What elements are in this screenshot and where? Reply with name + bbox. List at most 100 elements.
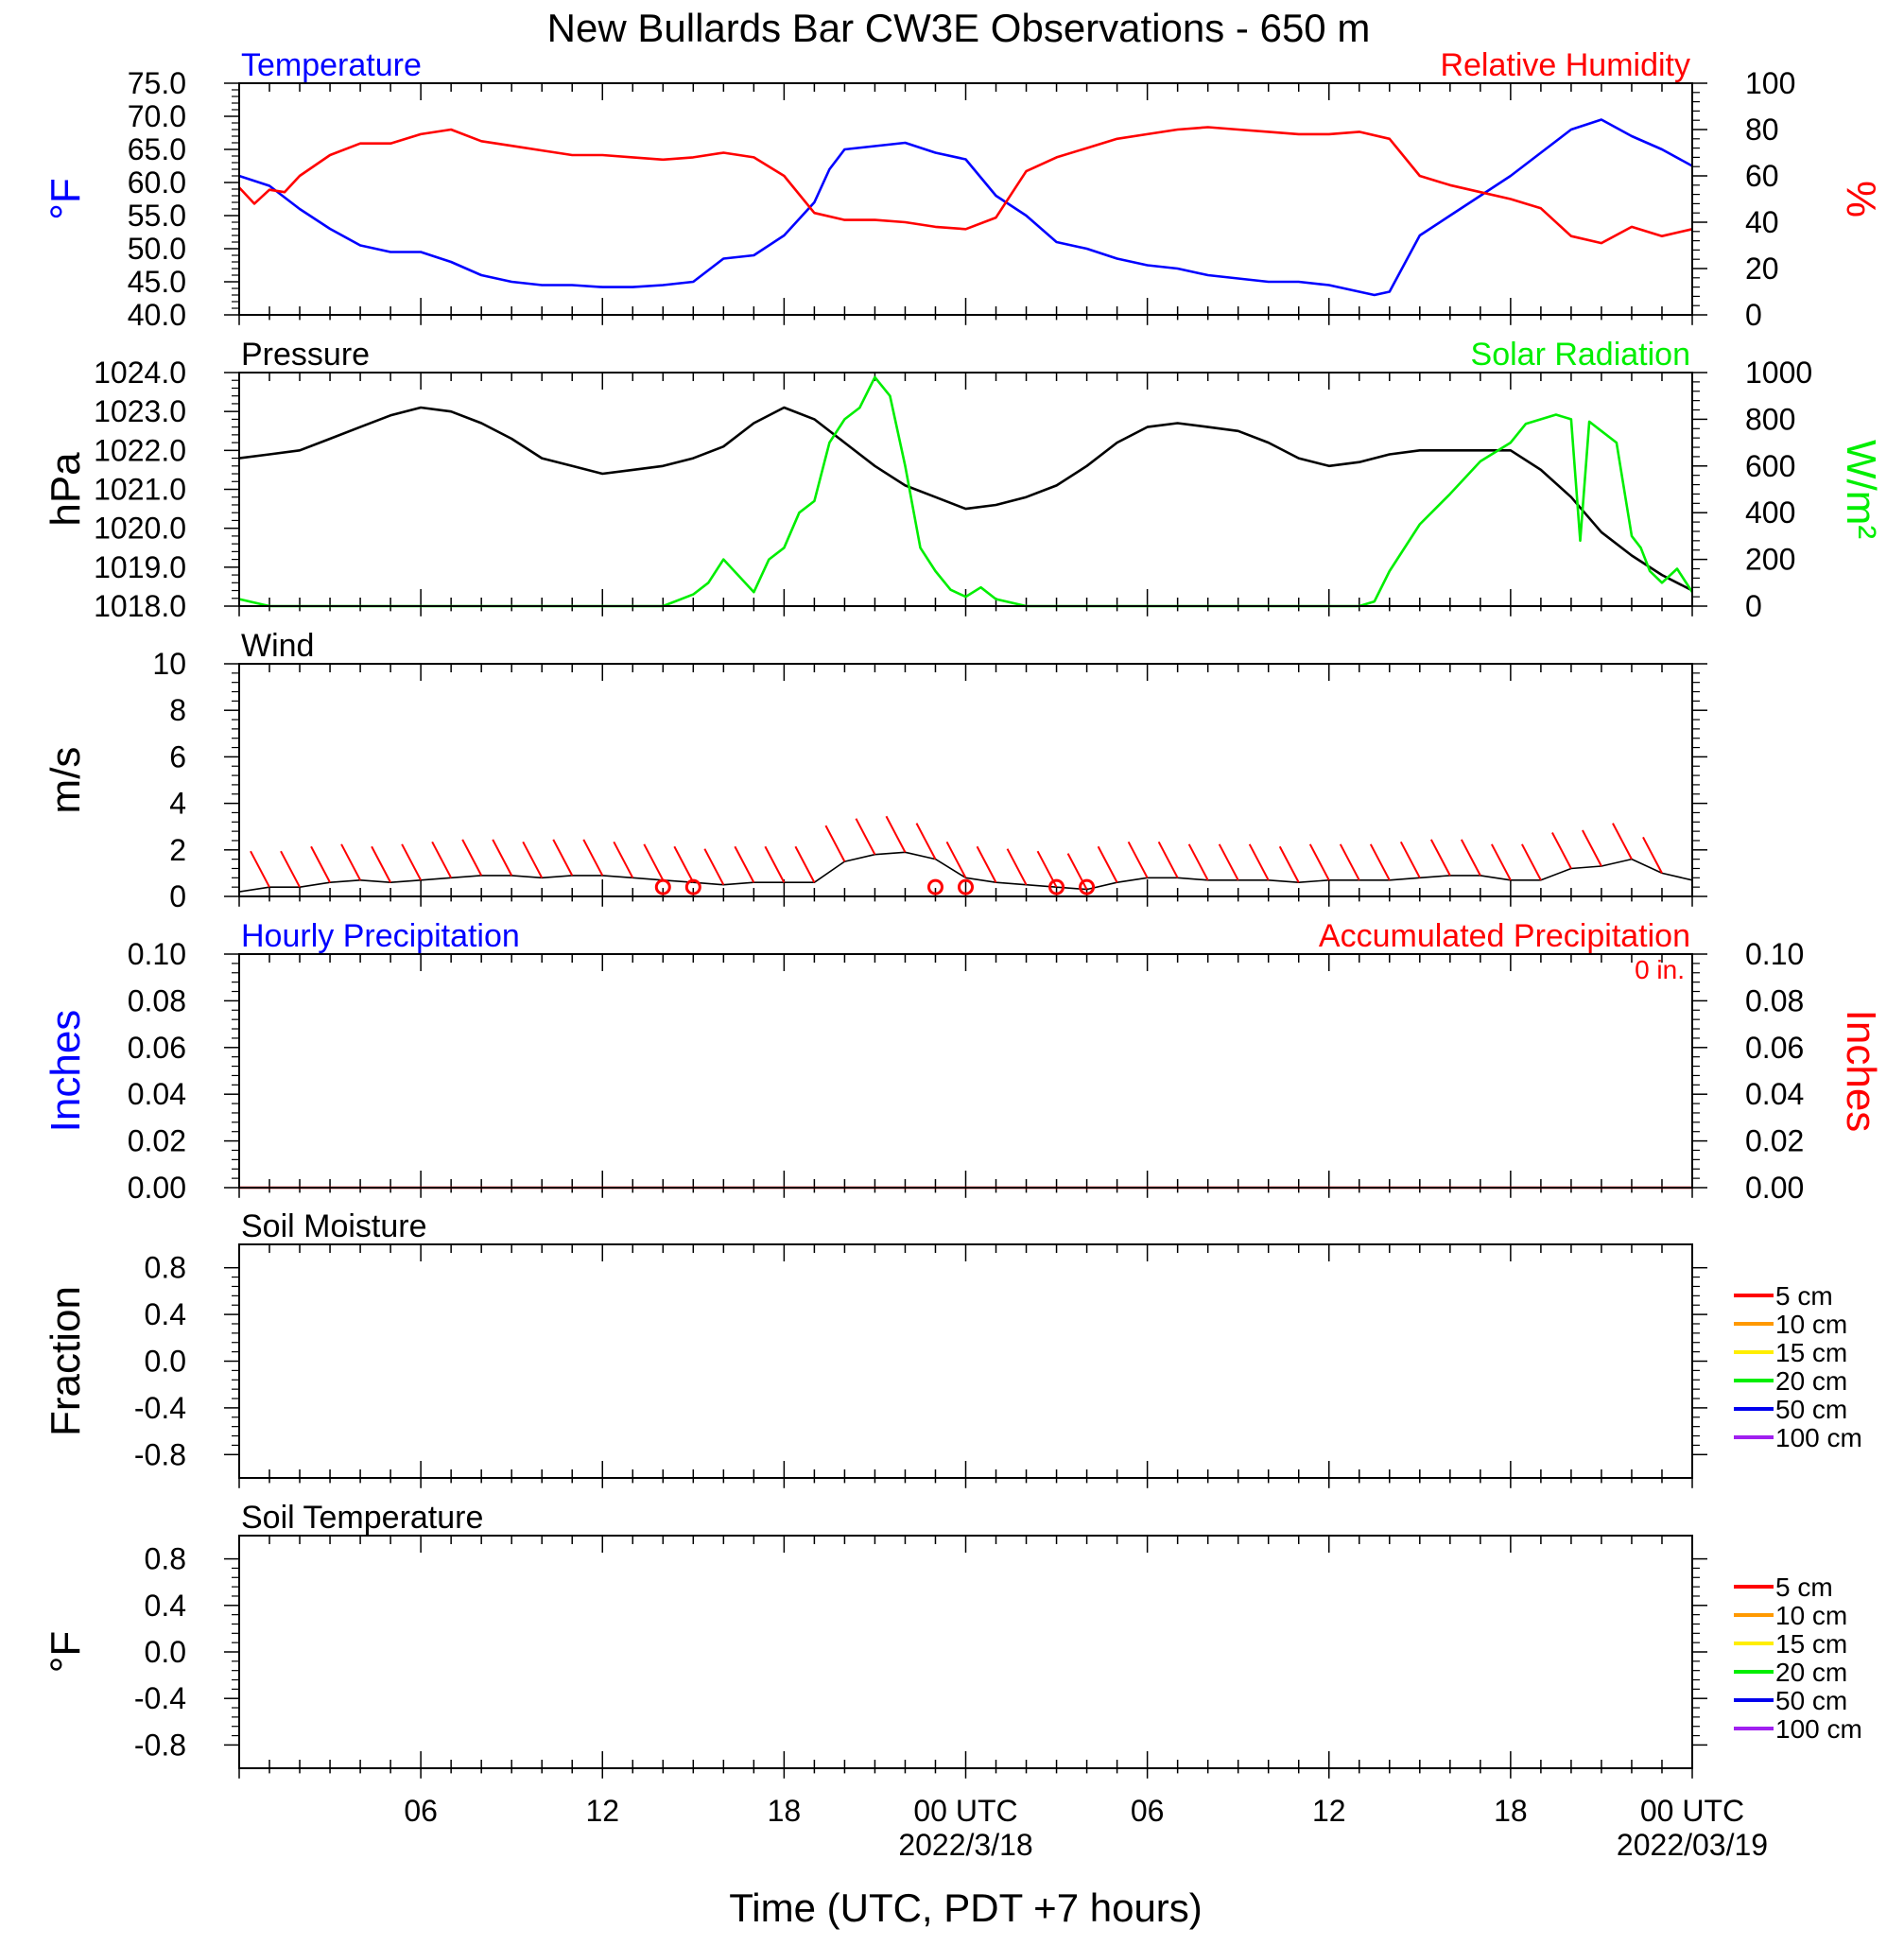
y-tick-label-left: 55.0 (128, 199, 186, 233)
calm-wind-marker (654, 878, 671, 895)
legend-label: 20 cm (1775, 1366, 1847, 1396)
wind-barb (492, 839, 513, 877)
wind-barb (1066, 853, 1088, 891)
panel-title-left: Pressure (241, 337, 370, 373)
y-tick-label-right: 800 (1745, 402, 1795, 436)
y-axis-title-left: m/s (43, 747, 89, 814)
wind-barb (1006, 848, 1028, 886)
calm-wind-marker (926, 878, 943, 895)
y-axis-title-right: W/m² (1838, 440, 1884, 539)
wind-barb (431, 841, 453, 878)
x-date-label: 2022/3/18 (898, 1828, 1032, 1862)
wind-barb (703, 848, 725, 886)
series-line-pressure (238, 406, 1693, 592)
panel-frame (238, 372, 1693, 607)
wind-barb (794, 845, 816, 883)
y-tick-label-right: 0.06 (1745, 1031, 1804, 1065)
y-tick-label-left: -0.8 (134, 1437, 186, 1471)
wind-barb (824, 825, 846, 862)
y-tick-label-left: 1020.0 (94, 512, 186, 546)
y-tick-label-right: 60 (1745, 159, 1779, 193)
y-tick-label-left: 6 (169, 739, 186, 773)
y-tick-label-left: 60.0 (128, 165, 186, 200)
panel-frame (238, 1243, 1693, 1479)
wind-barb (1339, 843, 1360, 881)
legend-label: 5 cm (1775, 1572, 1833, 1602)
legend-label: 50 cm (1775, 1395, 1847, 1424)
wind-barb (1582, 829, 1602, 867)
series-line-relative-humidity (238, 126, 1693, 245)
y-axis-title-left: Inches (43, 1010, 89, 1133)
y-tick-label-right: 40 (1745, 205, 1779, 239)
y-tick-label-left: 0.0 (145, 1635, 186, 1669)
y-tick-label-right: 0.08 (1745, 983, 1804, 1017)
wind-barb (552, 839, 574, 877)
panel-frame (238, 82, 1693, 316)
series-line-solar-radiation (238, 375, 1694, 608)
wind-barb (734, 845, 755, 883)
wind-barb (1127, 841, 1149, 878)
x-tick-label: 06 (1131, 1794, 1165, 1828)
y-tick-label-right: 400 (1745, 495, 1795, 530)
y-tick-label-right: 0 (1745, 589, 1762, 623)
y-axis-title-left: Fraction (43, 1286, 89, 1436)
x-tick-label: 06 (404, 1794, 438, 1828)
x-tick-label: 00 UTC (913, 1794, 1017, 1828)
calm-wind-marker (1048, 878, 1065, 895)
y-axis-title-left: °F (43, 178, 89, 219)
y-tick-label-left: 50.0 (128, 232, 186, 266)
panel-title-left: Soil Temperature (241, 1500, 483, 1536)
y-tick-label-left: 10 (152, 647, 186, 681)
y-tick-label-left: 70.0 (128, 99, 186, 133)
calm-wind-marker (1079, 878, 1096, 895)
y-tick-label-right: 0.00 (1745, 1171, 1804, 1205)
y-tick-label-left: 75.0 (128, 66, 186, 100)
x-axis-title: Time (UTC, PDT +7 hours) (729, 1885, 1203, 1930)
y-tick-label-left: 0.8 (145, 1251, 186, 1285)
wind-barb (1248, 843, 1270, 881)
wind-barb (976, 845, 997, 883)
panel-title-left: Soil Moisture (241, 1208, 427, 1244)
y-tick-label-left: 0.08 (128, 983, 186, 1017)
panel-title-left: Temperature (241, 47, 422, 83)
panel-title-left: Wind (241, 628, 314, 664)
y-tick-label-left: 0.00 (128, 1171, 186, 1205)
y-tick-label-left: -0.4 (134, 1681, 186, 1715)
accumulated-precip-value: 0 in. (1635, 955, 1685, 984)
y-tick-label-left: 1023.0 (94, 394, 186, 428)
wind-barb (855, 818, 876, 856)
legend-label: 15 cm (1775, 1629, 1847, 1659)
wind-barb (764, 845, 786, 883)
wind-barb (1551, 832, 1572, 869)
wind-barb (340, 843, 361, 881)
y-tick-label-left: 0.10 (128, 937, 186, 971)
x-tick-label: 00 UTC (1640, 1794, 1744, 1828)
wind-barb (522, 841, 544, 878)
wind-barb (1369, 843, 1391, 881)
y-axis-title-left: °F (43, 1631, 89, 1673)
y-tick-label-left: -0.4 (134, 1391, 186, 1425)
y-tick-label-left: 0.02 (128, 1124, 186, 1158)
panel-precipitation: 0.00 0.02 0.04 0.06 0.08 0.10 0.00 0.02 0.04 0.06… (43, 918, 1884, 1205)
x-tick-label: 12 (585, 1794, 619, 1828)
panel-title-left: Hourly Precipitation (241, 918, 520, 954)
y-tick-label-right: 80 (1745, 113, 1779, 147)
y-tick-label-left: 0.06 (128, 1031, 186, 1065)
legend-label: 50 cm (1775, 1686, 1847, 1715)
series-line-temperature (238, 118, 1693, 297)
y-tick-label-right: 0.02 (1745, 1124, 1804, 1158)
wind-barb (1187, 843, 1209, 881)
wind-barb (371, 845, 391, 883)
panel-title-right: Solar Radiation (1471, 337, 1690, 373)
y-tick-label-left: 4 (169, 787, 186, 821)
x-tick-label: 12 (1312, 1794, 1346, 1828)
legend-label: 10 cm (1775, 1601, 1847, 1630)
wind-barb (673, 845, 695, 883)
y-tick-label-right: 20 (1745, 252, 1779, 286)
y-tick-label-left: 45.0 (128, 265, 186, 299)
legend-label: 15 cm (1775, 1338, 1847, 1367)
wind-barb (915, 823, 937, 860)
wind-barb (1460, 839, 1481, 877)
